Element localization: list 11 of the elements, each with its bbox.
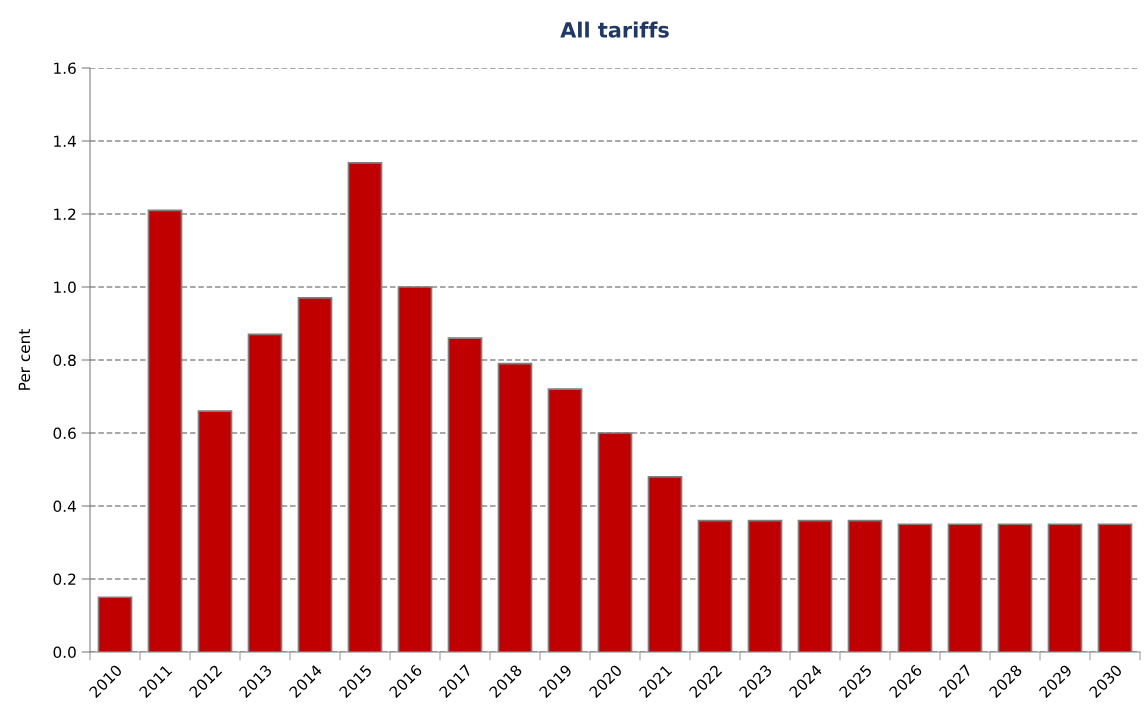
y-tick-label: 1.0	[54, 281, 76, 294]
y-tick-label: 0.4	[53, 500, 76, 513]
y-tick-label: 1.2	[54, 208, 76, 220]
y-tick-label: 1.6	[54, 62, 76, 75]
chart-title: All tariffs	[560, 21, 669, 38]
y-tick-label: 0.2	[53, 573, 76, 586]
y-tick-label: 0.8	[53, 354, 76, 367]
y-tick-label: 0.0	[53, 646, 76, 659]
y-tick-label: 1.4	[54, 135, 76, 147]
y-axis-title: Per cent	[18, 329, 31, 390]
y-tick-label: 0.6	[53, 427, 76, 440]
